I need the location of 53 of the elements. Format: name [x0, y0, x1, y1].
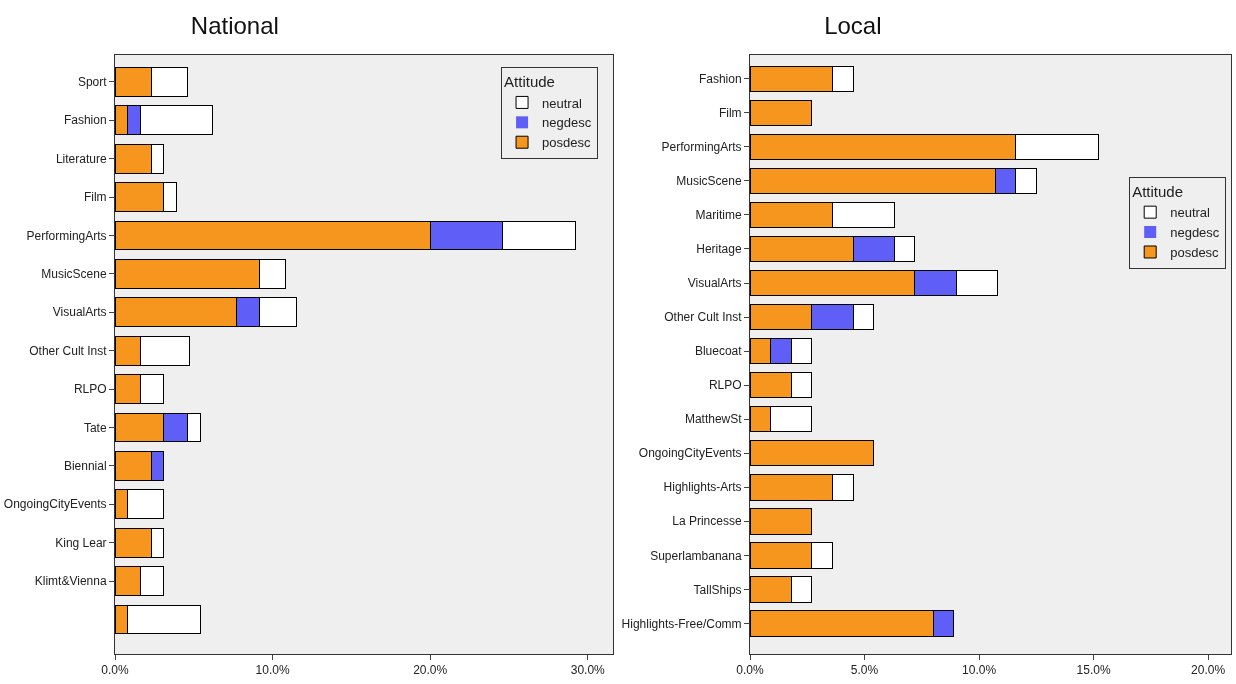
y-tick-label: Other Cult Inst: [29, 343, 108, 358]
y-tick-label: Fashion: [63, 113, 107, 128]
y-tick-label: Heritage: [696, 242, 742, 257]
y-tick-label: Other Cult Inst: [664, 310, 743, 325]
legend-label: negdesc: [542, 115, 592, 131]
y-tick-label: RLPO: [708, 378, 742, 393]
x-tick-label: 5.0%: [850, 663, 879, 678]
y-tick-label: RLPO: [73, 382, 107, 397]
y-tick-label: Fashion: [698, 72, 742, 87]
x-tick-label: 20.0%: [413, 663, 448, 678]
y-tick-label: King Lear: [55, 535, 107, 550]
y-tick-label: MusicScene: [41, 267, 107, 282]
y-tick-label: TallShips: [693, 582, 742, 597]
y-tick-label: VisualArts: [687, 276, 742, 291]
x-tick-label: 0.0%: [736, 663, 764, 678]
y-tick-label: Film: [83, 190, 107, 205]
bar: [750, 439, 875, 467]
legend-label: posdesc: [1170, 245, 1220, 261]
legend-label: neutral: [1170, 205, 1211, 221]
y-tick-label: Maritime: [695, 208, 742, 223]
legend-label: neutral: [542, 95, 582, 111]
y-tick-label: Superlambanana: [650, 548, 742, 563]
y-tick-label: VisualArts: [52, 305, 107, 320]
x-tick-label: 0.0%: [101, 663, 129, 678]
y-tick-label: Tate: [83, 420, 107, 435]
y-tick-label: La Princesse: [672, 514, 742, 529]
y-tick-label: Film: [718, 106, 742, 121]
y-tick-label: MatthewSt: [684, 412, 743, 427]
chart-title: Local: [824, 11, 882, 39]
legend-label: posdesc: [542, 135, 591, 151]
y-tick-label: Sport: [77, 75, 108, 90]
x-tick-label: 30.0%: [570, 663, 606, 678]
y-tick-label: MusicScene: [676, 174, 742, 189]
y-tick-label: Highlights-Arts: [663, 480, 742, 495]
bar: [750, 99, 813, 127]
legend-title: Attitude: [1132, 183, 1184, 201]
y-tick-label: PerformingArts: [26, 228, 107, 243]
y-tick-label: Bluecoat: [694, 344, 743, 359]
legend-title: Attitude: [504, 73, 555, 91]
x-tick-label: 15.0%: [1076, 663, 1111, 678]
x-tick-label: 20.0%: [1191, 663, 1226, 678]
chart-title: National: [190, 11, 279, 39]
y-tick-label: Literature: [55, 151, 107, 166]
bar: [750, 508, 813, 535]
y-tick-label: Biennial: [63, 459, 107, 474]
y-tick-label: Klimt&Vienna: [34, 574, 107, 589]
y-tick-label: OngoingCityEvents: [3, 497, 107, 512]
y-tick-label: OngoingCityEvents: [638, 446, 742, 461]
y-tick-label: Highlights-Free/Comm: [621, 616, 742, 631]
y-tick-label: PerformingArts: [661, 140, 742, 155]
x-tick-label: 10.0%: [962, 663, 997, 678]
legend-label: negdesc: [1170, 225, 1220, 241]
x-tick-label: 10.0%: [255, 663, 290, 678]
